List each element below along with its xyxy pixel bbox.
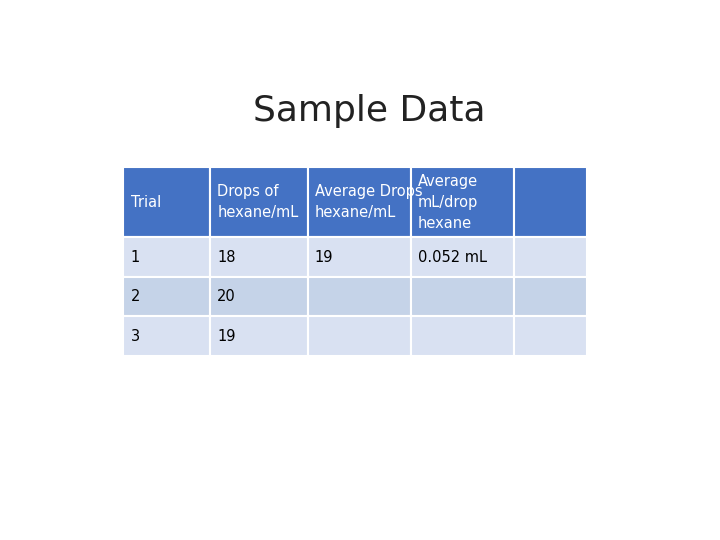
Bar bbox=[514, 238, 587, 277]
Bar bbox=[307, 167, 411, 238]
Text: 3: 3 bbox=[131, 329, 140, 343]
Text: 19: 19 bbox=[217, 329, 235, 343]
Bar bbox=[307, 316, 411, 356]
Text: 18: 18 bbox=[217, 249, 235, 265]
Bar bbox=[307, 238, 411, 277]
Bar bbox=[124, 277, 210, 316]
Text: 1: 1 bbox=[131, 249, 140, 265]
Bar bbox=[210, 316, 307, 356]
Text: 0.052 mL: 0.052 mL bbox=[418, 249, 487, 265]
Text: 19: 19 bbox=[315, 249, 333, 265]
Bar bbox=[411, 238, 514, 277]
Bar bbox=[307, 277, 411, 316]
Text: Sample Data: Sample Data bbox=[253, 94, 485, 128]
Text: 20: 20 bbox=[217, 289, 236, 304]
Bar bbox=[210, 167, 307, 238]
Bar bbox=[411, 316, 514, 356]
Text: Average Drops
hexane/mL: Average Drops hexane/mL bbox=[315, 184, 423, 220]
Bar bbox=[514, 277, 587, 316]
Bar bbox=[124, 167, 210, 238]
Text: Drops of
hexane/mL: Drops of hexane/mL bbox=[217, 184, 299, 220]
Bar bbox=[514, 167, 587, 238]
Text: Average
mL/drop
hexane: Average mL/drop hexane bbox=[418, 173, 478, 231]
Bar bbox=[210, 238, 307, 277]
Bar bbox=[411, 277, 514, 316]
Bar bbox=[514, 316, 587, 356]
Bar bbox=[124, 316, 210, 356]
Text: 2: 2 bbox=[131, 289, 140, 304]
Text: Trial: Trial bbox=[131, 194, 161, 210]
Bar bbox=[124, 238, 210, 277]
Bar bbox=[411, 167, 514, 238]
Bar bbox=[210, 277, 307, 316]
